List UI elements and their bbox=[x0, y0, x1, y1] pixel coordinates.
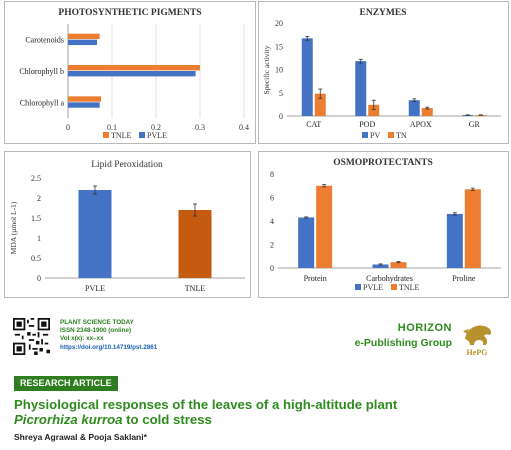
publisher-line1: HORIZON bbox=[352, 322, 452, 334]
category-label: TNLE bbox=[185, 284, 206, 293]
bar-tnle bbox=[179, 210, 212, 278]
pigments-legend-label: PVLE bbox=[147, 131, 167, 140]
lipid-chart: Lipid Peroxidation MDA (µmol L-1) 0 0.5 1 1.5… bbox=[5, 152, 250, 297]
enzymes-legend-label: PV bbox=[370, 131, 380, 140]
osmo-legend-swatch bbox=[391, 284, 397, 290]
enzymes-panel: ENZYMES Specific activity 0 5 10 15 20 CAT POD AP… bbox=[258, 1, 509, 144]
y-tick-label: 1 bbox=[37, 234, 41, 243]
bar-pvle bbox=[68, 40, 97, 45]
enzymes-chart: ENZYMES Specific activity 0 5 10 15 20 CAT POD AP… bbox=[259, 2, 508, 143]
osmo-legend-swatch bbox=[355, 284, 361, 290]
y-tick-label: 0 bbox=[270, 264, 274, 273]
pigments-legend-swatch bbox=[139, 132, 145, 138]
journal-volume: Vol x(x): xx–xx bbox=[60, 335, 157, 343]
bar-tnle bbox=[316, 186, 332, 268]
journal-issn: ISSN 2348-1900 (online) bbox=[60, 327, 157, 335]
bar-tnle bbox=[465, 189, 481, 268]
osmo-legend-label: PVLE bbox=[363, 283, 383, 292]
article-authors: Shreya Agrawal & Pooja Saklani* bbox=[14, 432, 147, 442]
category-label: Protein bbox=[304, 274, 327, 283]
pigments-legend-label: TNLE bbox=[111, 131, 132, 140]
category-label: Chlorophyll b bbox=[19, 67, 64, 76]
y-tick-label: 1.5 bbox=[31, 214, 41, 223]
y-tick-label: 0.5 bbox=[31, 254, 41, 263]
category-label: CAT bbox=[306, 120, 321, 129]
bar-pvle bbox=[68, 71, 196, 76]
enzymes-legend-label: TN bbox=[396, 131, 407, 140]
category-label: Chlorophyll a bbox=[20, 98, 65, 107]
publisher-logo-icon: HePG bbox=[457, 317, 497, 357]
y-tick-label: 6 bbox=[270, 194, 274, 203]
osmo-legend-label: TNLE bbox=[399, 283, 420, 292]
y-tick-label: 10 bbox=[275, 66, 283, 75]
enzymes-legend-swatch bbox=[362, 132, 368, 138]
bar-pvle bbox=[298, 217, 314, 268]
category-label: APOX bbox=[410, 120, 432, 129]
y-tick-label: 20 bbox=[275, 19, 283, 28]
article-title-species: Picrorhiza kurroa bbox=[14, 412, 122, 427]
chart-title: ENZYMES bbox=[360, 8, 407, 18]
y-tick-label: 8 bbox=[270, 170, 274, 179]
y-axis-label: Specific activity bbox=[262, 45, 271, 94]
x-tick-label: 0.4 bbox=[239, 123, 249, 132]
publisher-name: HORIZON e-Publishing Group bbox=[352, 322, 452, 349]
article-title-rest: to cold stress bbox=[122, 412, 211, 427]
category-label: Carotenoids bbox=[25, 36, 64, 45]
bar-tnle bbox=[68, 65, 200, 70]
bar-pvle bbox=[79, 190, 112, 278]
category-label: POD bbox=[359, 120, 375, 129]
svg-text:HePG: HePG bbox=[467, 348, 488, 357]
bar-pv bbox=[409, 100, 420, 116]
y-tick-label: 2 bbox=[37, 194, 41, 203]
category-label: Proline bbox=[452, 274, 476, 283]
bar-pvle bbox=[447, 214, 463, 268]
y-tick-label: 2 bbox=[270, 241, 274, 250]
chart-title: OSMOPROTECTANTS bbox=[333, 158, 433, 168]
journal-name: PLANT SCIENCE TODAY bbox=[60, 319, 157, 327]
bar-pvle bbox=[68, 102, 100, 107]
enzymes-legend-swatch bbox=[388, 132, 394, 138]
pigments-legend-swatch bbox=[103, 132, 109, 138]
category-label: Carbohydrates bbox=[366, 274, 413, 283]
bar-pv bbox=[302, 38, 313, 116]
article-title-line1: Physiological responses of the leaves of… bbox=[14, 397, 504, 412]
publisher-line2: e-Publishing Group bbox=[352, 337, 452, 349]
qr-code-icon bbox=[13, 318, 50, 355]
doi-link[interactable]: https://doi.org/10.14719/pst.2861 bbox=[60, 344, 157, 352]
bar-tnle bbox=[68, 96, 101, 101]
category-label: GR bbox=[469, 120, 481, 129]
lipid-panel: Lipid Peroxidation MDA (µmol L-1) 0 0.5 1 1.5… bbox=[4, 151, 251, 298]
journal-info: PLANT SCIENCE TODAY ISSN 2348-1900 (onli… bbox=[60, 319, 157, 352]
y-axis-label: MDA (µmol L-1) bbox=[9, 201, 18, 254]
osmo-chart: OSMOPROTECTANTS 0 2 4 6 8 Protein Carbohydrates… bbox=[259, 152, 508, 297]
y-tick-label: 0 bbox=[279, 112, 283, 121]
osmo-panel: OSMOPROTECTANTS 0 2 4 6 8 Protein Carbohydrates… bbox=[258, 151, 509, 298]
chart-title: PHOTOSYNTHETIC PIGMENTS bbox=[58, 8, 201, 18]
y-tick-label: 2.5 bbox=[31, 174, 41, 183]
y-tick-label: 0 bbox=[37, 274, 41, 283]
x-tick-label: 0 bbox=[66, 123, 70, 132]
article-title: Physiological responses of the leaves of… bbox=[14, 397, 504, 427]
x-tick-label: 0.3 bbox=[195, 123, 205, 132]
bar-pv bbox=[355, 61, 366, 116]
bar-tnle bbox=[68, 34, 100, 39]
y-tick-label: 4 bbox=[270, 217, 274, 226]
y-tick-label: 15 bbox=[275, 42, 283, 51]
pigments-panel: PHOTOSYNTHETIC PIGMENTS 0 0.1 0.2 0.3 0.4 Caro… bbox=[4, 1, 256, 144]
chart-title: Lipid Peroxidation bbox=[91, 160, 163, 170]
article-type-badge: RESEARCH ARTICLE bbox=[14, 376, 118, 391]
category-label: PVLE bbox=[85, 284, 105, 293]
y-tick-label: 5 bbox=[279, 89, 283, 98]
